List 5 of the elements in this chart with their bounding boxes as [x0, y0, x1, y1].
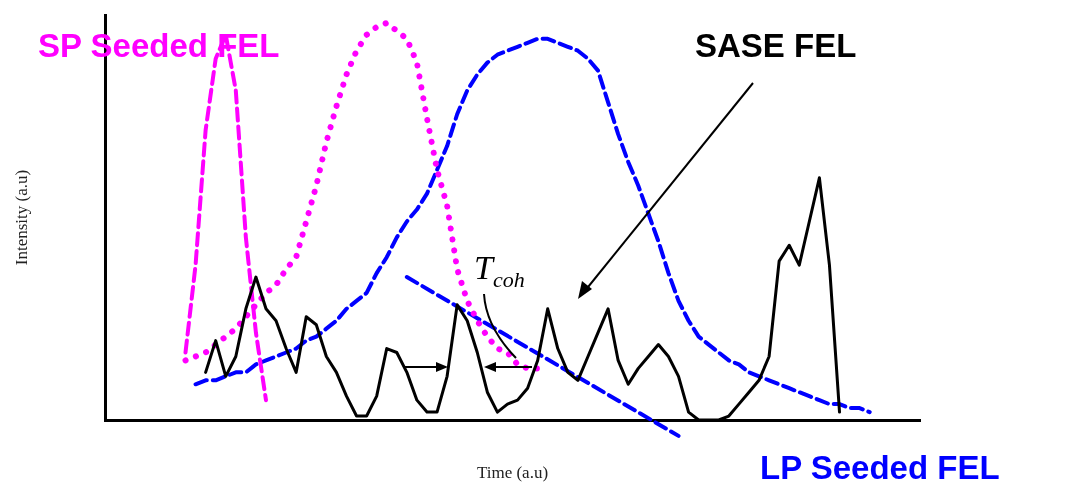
- series-label: LP Seeded FEL: [760, 449, 1000, 487]
- text: SASE FEL: [695, 27, 857, 65]
- y-axis-title: Intensity (a.u): [11, 169, 31, 266]
- x-axis-title: Time (a.u): [476, 463, 549, 483]
- annotation: T$_{coh}$: [474, 248, 525, 294]
